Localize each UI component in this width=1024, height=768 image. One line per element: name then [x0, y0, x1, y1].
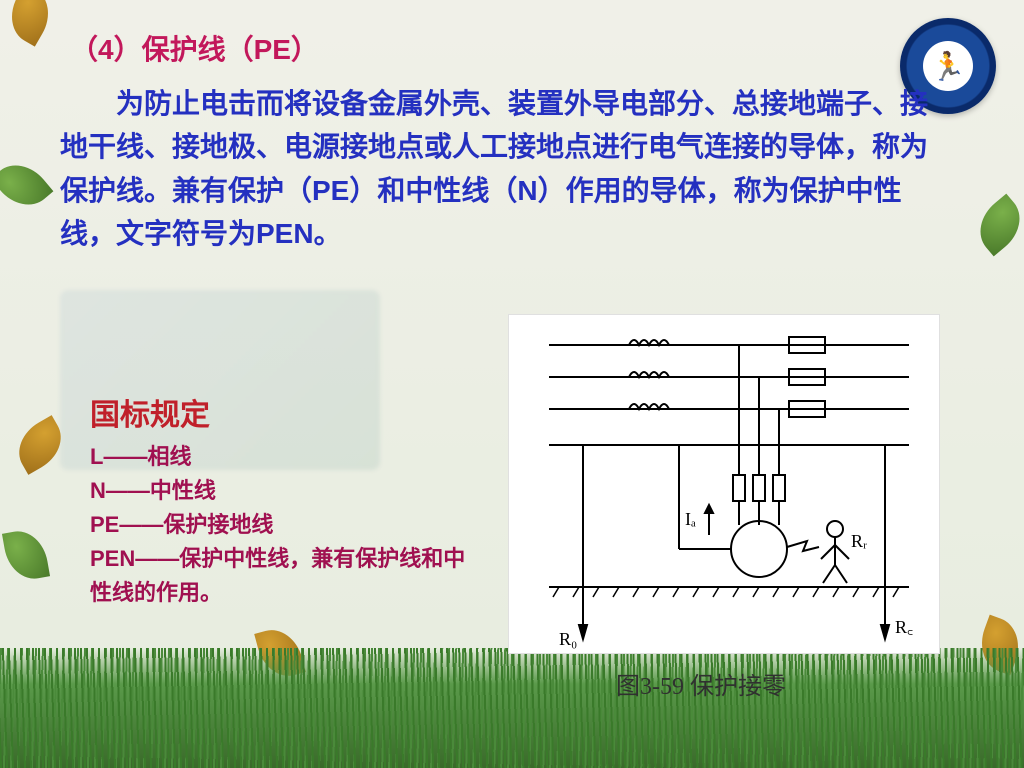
label-id: Iₐ — [685, 509, 696, 529]
legend-line: PE——保护接地线 — [90, 508, 470, 542]
label-rc: R꜀ — [895, 617, 913, 637]
legend-line: PEN——保护中性线，兼有保护线和中性线的作用。 — [90, 542, 470, 610]
circuit-diagram: Iₐ Rᵣ R₀ R꜀ — [508, 314, 940, 654]
body-paragraph: 为防止电击而将设备金属外壳、装置外导电部分、总接地端子、接地干线、接地极、电源接… — [60, 82, 944, 256]
legend-block: 国标规定 L——相线 N——中性线 PE——保护接地线 PEN——保护中性线，兼… — [90, 390, 470, 610]
leaf-decoration — [0, 0, 60, 47]
label-ro: R₀ — [559, 629, 577, 649]
legend-line: N——中性线 — [90, 474, 470, 508]
legend-line: L——相线 — [90, 440, 470, 474]
leaf-decoration — [968, 194, 1024, 257]
leaf-decoration — [2, 527, 50, 583]
legend-title: 国标规定 — [90, 390, 470, 434]
section-title: （4）保护线（PE） — [70, 28, 319, 68]
figure-caption: 图3-59 保护接零 — [616, 666, 786, 701]
grass-border — [0, 648, 1024, 768]
label-rr: Rᵣ — [851, 531, 867, 551]
leaf-decoration — [0, 153, 53, 217]
